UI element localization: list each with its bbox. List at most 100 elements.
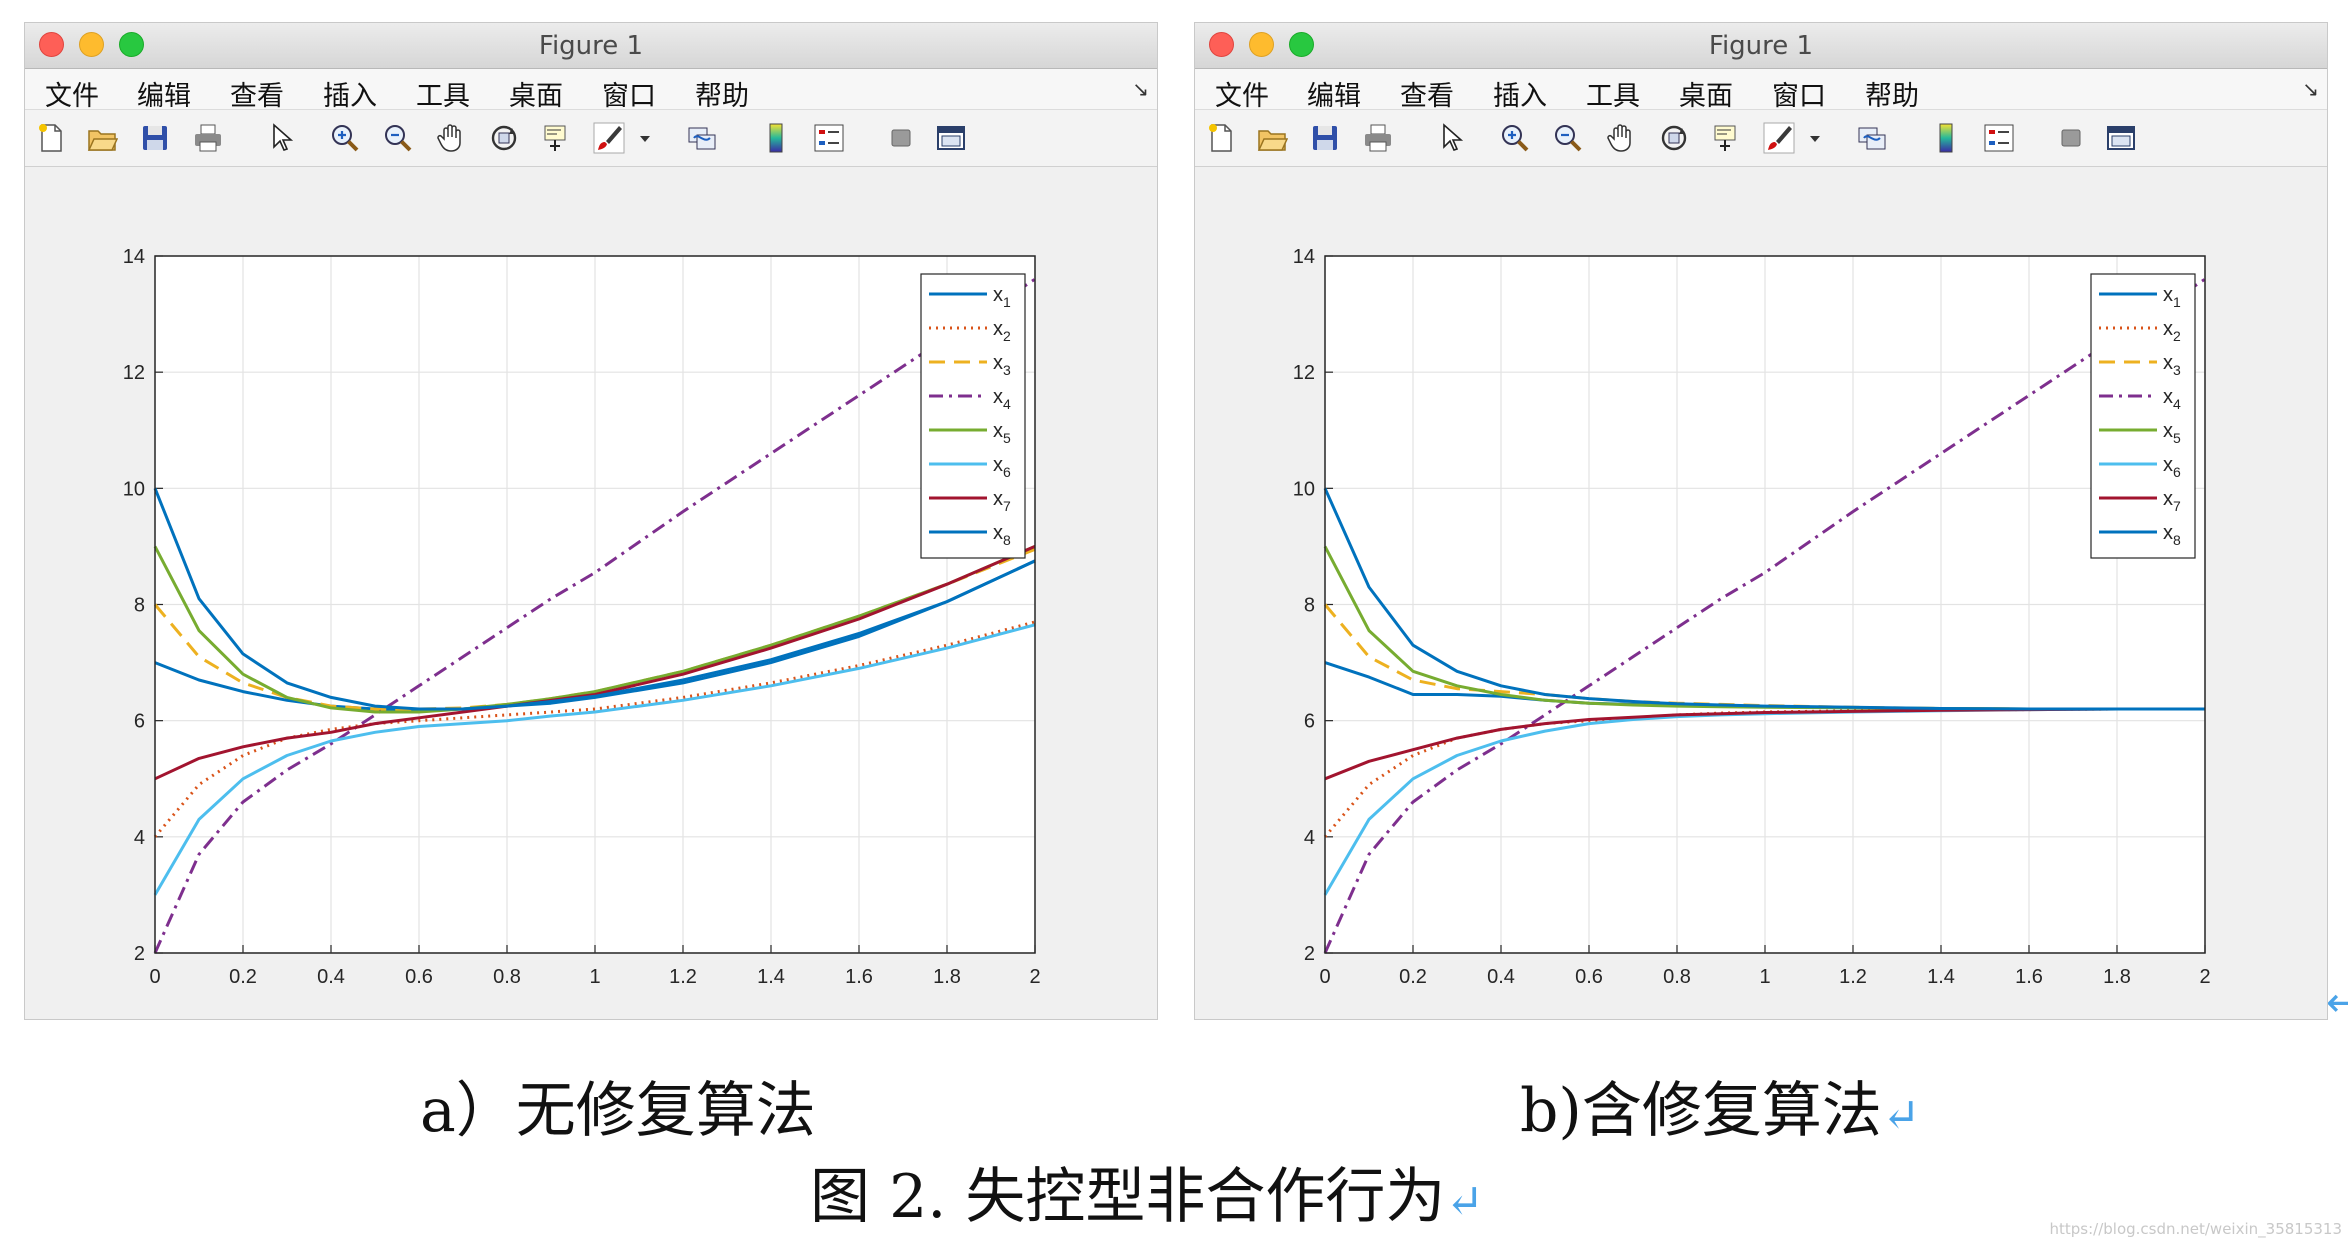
menu-view[interactable]: 查看 xyxy=(230,81,284,112)
plot-area[interactable]: 0 0.2 0.4 0.6 0.8 1 1.2 1.4 1.6 1.8 22468101214x1x… xyxy=(1195,168,2327,1013)
y-tick-label: 10 xyxy=(1293,478,1315,500)
axes-box xyxy=(1324,255,2206,954)
x-tick-label: 1.2 xyxy=(1839,966,1867,988)
link-plot-icon[interactable] xyxy=(686,122,718,154)
dock-window-icon[interactable] xyxy=(2105,122,2137,154)
legend-icon[interactable] xyxy=(813,122,845,154)
colorbar-icon[interactable] xyxy=(1930,122,1962,154)
series-line xyxy=(153,277,1036,954)
menu-tools[interactable]: 工具 xyxy=(1586,81,1640,112)
legend-icon[interactable] xyxy=(1983,122,2015,154)
legend-subscript: 1 xyxy=(2173,294,2181,310)
caption-right: b)含修复算法↵ xyxy=(1520,1062,1920,1149)
legend-subscript: 6 xyxy=(2173,464,2181,480)
watermark: https://blog.csdn.net/weixin_35815313 xyxy=(2049,1220,2342,1238)
legend-subscript: 7 xyxy=(1003,498,1011,514)
menu-insert[interactable]: 插入 xyxy=(1493,81,1547,112)
menu-file[interactable]: 文件 xyxy=(45,81,99,112)
minimize-button[interactable] xyxy=(1249,32,1274,57)
hide-tools-icon[interactable] xyxy=(885,122,917,154)
pan-hand-icon[interactable] xyxy=(1605,122,1637,154)
menu-window[interactable]: 窗口 xyxy=(1772,81,1826,112)
legend-subscript: 2 xyxy=(1003,328,1011,344)
series-line xyxy=(153,620,1036,838)
legend-subscript: 4 xyxy=(2173,396,2181,412)
pan-hand-icon[interactable] xyxy=(435,122,467,154)
legend-box xyxy=(920,273,1026,559)
toolbar xyxy=(25,110,1157,167)
x-tick-label: 0 xyxy=(149,966,160,988)
close-button[interactable] xyxy=(39,32,64,57)
rotate-3d-icon[interactable] xyxy=(1658,122,1690,154)
figure-caption: 图 2. 失控型非合作行为↵ xyxy=(810,1148,1484,1235)
dropdown-arrow-icon[interactable] xyxy=(1807,122,1823,154)
new-file-icon[interactable] xyxy=(1205,122,1237,154)
dropdown-arrow-icon[interactable] xyxy=(637,122,653,154)
zoom-in-icon[interactable] xyxy=(329,122,361,154)
menu-corner-arrow-icon[interactable]: ↘ xyxy=(2302,77,2319,101)
open-folder-icon[interactable] xyxy=(1256,122,1288,154)
window-titlebar[interactable]: Figure 1 xyxy=(1195,23,2327,69)
link-plot-icon[interactable] xyxy=(1856,122,1888,154)
pointer-icon[interactable] xyxy=(265,122,297,154)
y-tick-label: 6 xyxy=(1304,711,1315,733)
maximize-button[interactable] xyxy=(1289,32,1314,57)
caption-left: a）无修复算法 xyxy=(420,1062,816,1149)
brush-icon[interactable] xyxy=(1763,122,1795,154)
pointer-icon[interactable] xyxy=(1435,122,1467,154)
data-cursor-icon[interactable] xyxy=(1711,122,1743,154)
x-tick-label: 2 xyxy=(2199,966,2210,988)
minimize-button[interactable] xyxy=(79,32,104,57)
series-line xyxy=(1323,277,2206,954)
zoom-out-icon[interactable] xyxy=(382,122,414,154)
menu-desktop[interactable]: 桌面 xyxy=(509,81,563,112)
menu-window[interactable]: 窗口 xyxy=(602,81,656,112)
figure-caption-text: 图 2. 失控型非合作行为 xyxy=(810,1162,1446,1232)
dock-window-icon[interactable] xyxy=(935,122,967,154)
y-tick-label: 2 xyxy=(134,943,145,965)
window-title: Figure 1 xyxy=(538,31,644,61)
menu-help[interactable]: 帮助 xyxy=(1865,81,1919,112)
close-button[interactable] xyxy=(1209,32,1234,57)
data-cursor-icon[interactable] xyxy=(541,122,573,154)
y-tick-label: 4 xyxy=(1304,827,1315,849)
save-icon[interactable] xyxy=(139,122,171,154)
y-tick-label: 8 xyxy=(1304,595,1315,617)
menu-desktop[interactable]: 桌面 xyxy=(1679,81,1733,112)
zoom-in-icon[interactable] xyxy=(1499,122,1531,154)
x-tick-label: 0.2 xyxy=(229,966,257,988)
print-icon[interactable] xyxy=(192,122,224,154)
zoom-out-icon[interactable] xyxy=(1552,122,1584,154)
new-file-icon[interactable] xyxy=(35,122,67,154)
x-tick-label: 1.4 xyxy=(757,966,785,988)
y-tick-label: 8 xyxy=(134,595,145,617)
menu-tools[interactable]: 工具 xyxy=(416,81,470,112)
brush-icon[interactable] xyxy=(593,122,625,154)
menu-edit[interactable]: 编辑 xyxy=(137,81,191,112)
legend-subscript: 1 xyxy=(1003,294,1011,310)
menu-insert[interactable]: 插入 xyxy=(323,81,377,112)
maximize-button[interactable] xyxy=(119,32,144,57)
menu-file[interactable]: 文件 xyxy=(1215,81,1269,112)
print-icon[interactable] xyxy=(1362,122,1394,154)
hide-tools-icon[interactable] xyxy=(2055,122,2087,154)
menu-help[interactable]: 帮助 xyxy=(695,81,749,112)
x-tick-label: 1 xyxy=(589,966,600,988)
menu-view[interactable]: 查看 xyxy=(1400,81,1454,112)
x-tick-label: 0.2 xyxy=(1399,966,1427,988)
window-titlebar[interactable]: Figure 1 xyxy=(25,23,1157,69)
menu-edit[interactable]: 编辑 xyxy=(1307,81,1361,112)
caption-right-text: b)含修复算法 xyxy=(1520,1076,1882,1146)
x-tick-label: 1.2 xyxy=(669,966,697,988)
window-title: Figure 1 xyxy=(1708,31,1814,61)
x-tick-label: 1.4 xyxy=(1927,966,1955,988)
legend-subscript: 8 xyxy=(2173,532,2181,548)
save-icon[interactable] xyxy=(1309,122,1341,154)
colorbar-icon[interactable] xyxy=(760,122,792,154)
plot-area[interactable]: 0 0.2 0.4 0.6 0.8 1 1.2 1.4 1.6 1.8 22468101214x1x… xyxy=(25,168,1157,1013)
open-folder-icon[interactable] xyxy=(86,122,118,154)
legend-subscript: 2 xyxy=(2173,328,2181,344)
menu-corner-arrow-icon[interactable]: ↘ xyxy=(1132,77,1149,101)
y-tick-label: 14 xyxy=(1293,246,1315,268)
rotate-3d-icon[interactable] xyxy=(488,122,520,154)
